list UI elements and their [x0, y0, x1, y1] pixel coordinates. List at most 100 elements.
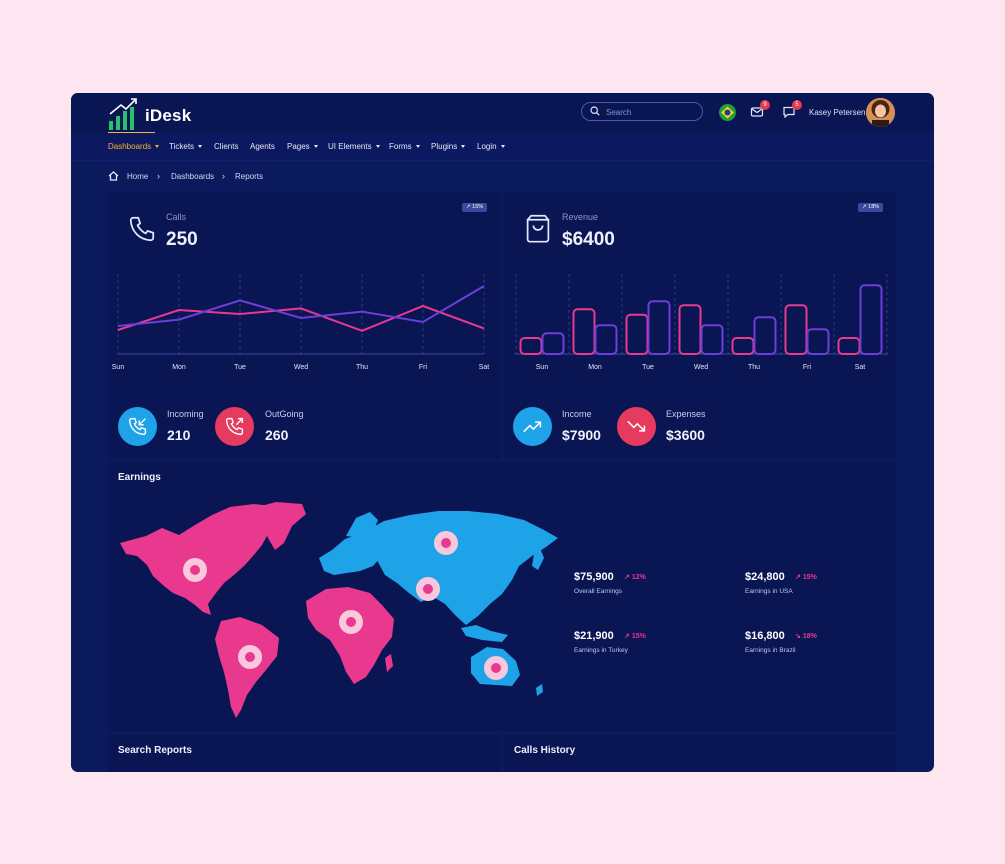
revenue-value: $6400 — [562, 229, 615, 250]
user-name[interactable]: Kasey Petersen — [809, 108, 866, 117]
brazil-flag-icon[interactable] — [719, 104, 736, 121]
x-tick-label: Fri — [419, 364, 428, 371]
map-marker-china[interactable] — [416, 577, 440, 601]
x-tick-label: Tue — [642, 364, 654, 371]
madagascar-shape — [385, 654, 393, 672]
chevron-down-icon — [500, 145, 505, 149]
x-tick-label: Mon — [588, 364, 602, 371]
earning-trend: ↗ 15% — [624, 633, 646, 640]
earning-trend: ↘ 18% — [795, 633, 817, 640]
x-tick-label: Tue — [234, 364, 246, 371]
outgoing-value: 260 — [265, 427, 289, 443]
chat-button[interactable]: 5 — [782, 100, 802, 119]
search-input[interactable] — [604, 105, 698, 120]
expenses-label: Expenses — [666, 409, 706, 419]
earning-value: $75,900 — [574, 571, 614, 583]
bar — [837, 337, 861, 355]
calls-card: Calls 250 ↗ 15% Sun Mon Tue Wed Thu Fri Sat In… — [108, 192, 500, 459]
nav-tickets[interactable]: Tickets — [169, 142, 203, 151]
search-reports-card: Search Reports — [108, 735, 500, 772]
earnings-title: Earnings — [118, 472, 161, 483]
expenses-circle — [617, 407, 656, 446]
x-tick-label: Sat — [479, 364, 490, 371]
breadcrumb-current: Reports — [235, 172, 264, 181]
bar — [519, 337, 543, 355]
avatar[interactable] — [866, 98, 895, 127]
revenue-bar-chart: Sun Mon Tue Wed Thu Fri Sat — [514, 274, 888, 371]
calls-line-chart: Sun Mon Tue Wed Thu Fri Sat — [112, 274, 490, 371]
search-box[interactable] — [581, 102, 703, 121]
nav-pages[interactable]: Pages — [287, 142, 318, 151]
bar — [806, 328, 830, 355]
nav-forms[interactable]: Forms — [389, 142, 420, 151]
incoming-call-icon — [128, 417, 147, 436]
earning-label: Earnings in USA — [745, 588, 793, 595]
earning-label: Overall Earnings — [574, 588, 623, 595]
mail-button[interactable]: 9 — [750, 100, 770, 119]
outgoing-call-circle — [215, 407, 254, 446]
bar — [678, 304, 702, 355]
map-marker-usa[interactable] — [183, 558, 207, 582]
nav-login[interactable]: Login — [477, 142, 505, 151]
bar — [541, 332, 565, 355]
chevron-down-icon — [415, 145, 420, 149]
x-tick-label: Wed — [294, 364, 308, 371]
revenue-trend-badge: ↗ 18% — [858, 203, 884, 212]
asia-shape — [362, 511, 558, 625]
map-marker-africa[interactable] — [339, 610, 363, 634]
bar — [572, 308, 596, 355]
x-tick-label: Mon — [172, 364, 186, 371]
nav-ui-elements[interactable]: UI Elements — [328, 142, 380, 151]
home-icon[interactable] — [108, 171, 119, 181]
calls-history-card: Calls History — [504, 735, 896, 772]
bar — [625, 313, 649, 355]
chevron-right-icon: › — [157, 171, 160, 181]
series-line — [117, 285, 485, 327]
chevron-down-icon — [155, 145, 160, 149]
europe-shape — [319, 533, 386, 575]
earning-trend: ↗ 15% — [795, 574, 817, 581]
incoming-value: 210 — [167, 427, 191, 443]
outgoing-call-icon — [225, 417, 244, 436]
revenue-label: Revenue — [562, 212, 599, 222]
map-marker-australia[interactable] — [484, 656, 508, 680]
greenland-shape — [254, 502, 306, 550]
calls-trend-badge: ↗ 15% — [462, 203, 488, 212]
income-circle — [513, 407, 552, 446]
chevron-right-icon: › — [222, 171, 225, 181]
x-tick-label: Thu — [748, 364, 760, 371]
top-bar: iDesk 9 5 Kas — [71, 93, 934, 134]
search-reports-title: Search Reports — [118, 745, 192, 756]
income-label: Income — [562, 409, 592, 419]
nav-agents[interactable]: Agents — [250, 142, 275, 151]
brand-name: iDesk — [145, 106, 192, 125]
x-tick-label: Sat — [855, 364, 866, 371]
main-nav: Dashboards Tickets Clients Agents Pages … — [71, 133, 934, 161]
earning-trend: ↗ 12% — [624, 574, 646, 581]
chevron-down-icon — [375, 145, 380, 149]
nav-dashboards[interactable]: Dashboards — [108, 142, 160, 151]
chevron-down-icon — [198, 145, 203, 149]
breadcrumb-dashboards[interactable]: Dashboards — [171, 172, 215, 181]
expenses-value: $3600 — [666, 427, 705, 443]
world-map — [120, 502, 558, 718]
x-tick-label: Sun — [112, 364, 125, 371]
map-marker-brazil[interactable] — [238, 645, 262, 669]
earning-value: $21,900 — [574, 630, 614, 642]
calls-history-title: Calls History — [514, 745, 576, 756]
x-tick-label: Thu — [356, 364, 368, 371]
logo-icon — [109, 98, 137, 130]
incoming-call-circle — [118, 407, 157, 446]
x-tick-label: Wed — [694, 364, 708, 371]
japan-shape — [532, 548, 544, 570]
breadcrumb-home[interactable]: Home — [127, 172, 149, 181]
app-window: iDesk 9 5 Kas — [71, 93, 934, 772]
map-marker-russia[interactable] — [434, 531, 458, 555]
nav-plugins[interactable]: Plugins — [431, 142, 466, 151]
chevron-down-icon — [461, 145, 466, 149]
indonesia-shape — [461, 625, 508, 642]
income-value: $7900 — [562, 427, 601, 443]
chat-count-badge: 5 — [792, 100, 802, 110]
bar — [647, 300, 671, 355]
nav-clients[interactable]: Clients — [214, 142, 239, 151]
